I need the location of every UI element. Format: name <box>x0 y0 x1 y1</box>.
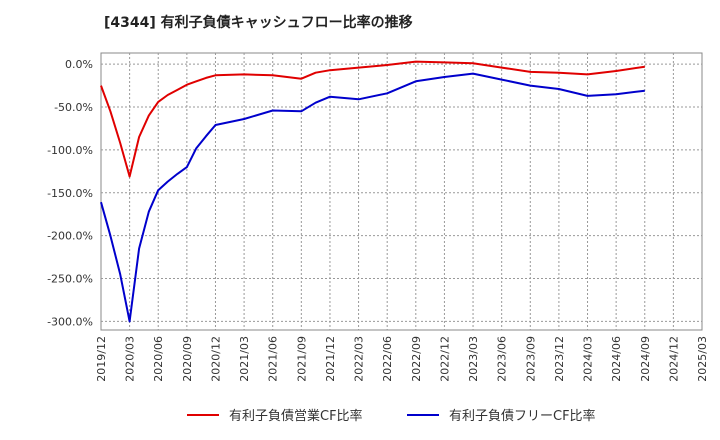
series-line-free-cf <box>100 72 645 323</box>
x-tick-label: 2020/06 <box>152 336 165 382</box>
y-tick-label: 0.0% <box>65 58 93 71</box>
x-tick-label: 2023/03 <box>467 336 480 382</box>
legend: 有利子負債営業CF比率 有利子負債フリーCF比率 <box>187 408 596 424</box>
y-tick-label: -250.0% <box>47 273 93 286</box>
grid-lines <box>101 53 702 330</box>
y-tick-label: -150.0% <box>47 187 93 200</box>
x-tick-label: 2021/09 <box>295 336 308 382</box>
x-tick-label: 2019/12 <box>95 336 108 382</box>
x-tick-label: 2020/09 <box>181 336 194 382</box>
x-tick-label: 2021/03 <box>238 336 251 382</box>
x-tick-label: 2022/06 <box>381 336 394 382</box>
x-tick-label: 2024/12 <box>667 336 680 382</box>
y-tick-label: -100.0% <box>47 144 93 157</box>
x-tick-label: 2022/03 <box>353 336 366 382</box>
y-tick-label: -200.0% <box>47 230 93 243</box>
plot-area <box>100 52 703 331</box>
x-tick-label: 2023/12 <box>553 336 566 382</box>
series-lines <box>100 60 645 323</box>
y-tick-label: -300.0% <box>47 315 93 328</box>
y-tick-label: -50.0% <box>54 101 93 114</box>
x-tick-label: 2023/06 <box>496 336 509 382</box>
x-tick-label: 2023/09 <box>524 336 537 382</box>
x-axis-ticks: 2019/12 2020/03 2020/06 2020/09 2020/12 2021/… <box>95 336 709 382</box>
chart-title: [4344] 有利子負債キャッシュフロー比率の推移 <box>104 15 413 31</box>
series-line-operating-cf <box>100 60 645 178</box>
x-tick-label: 2022/09 <box>410 336 423 382</box>
x-tick-label: 2021/06 <box>267 336 280 382</box>
x-tick-label: 2025/03 <box>696 336 709 382</box>
legend-label: 有利子負債営業CF比率 <box>229 408 363 424</box>
x-tick-label: 2020/12 <box>209 336 222 382</box>
x-tick-label: 2022/12 <box>438 336 451 382</box>
x-tick-label: 2020/03 <box>124 336 137 382</box>
x-tick-label: 2024/03 <box>582 336 595 382</box>
y-axis-ticks: 0.0% -50.0% -100.0% -150.0% -200.0% -250.0% -3… <box>47 58 93 328</box>
x-tick-label: 2024/06 <box>610 336 623 382</box>
legend-label: 有利子負債フリーCF比率 <box>449 408 596 424</box>
x-tick-label: 2024/09 <box>639 336 652 382</box>
x-tick-label: 2021/12 <box>324 336 337 382</box>
